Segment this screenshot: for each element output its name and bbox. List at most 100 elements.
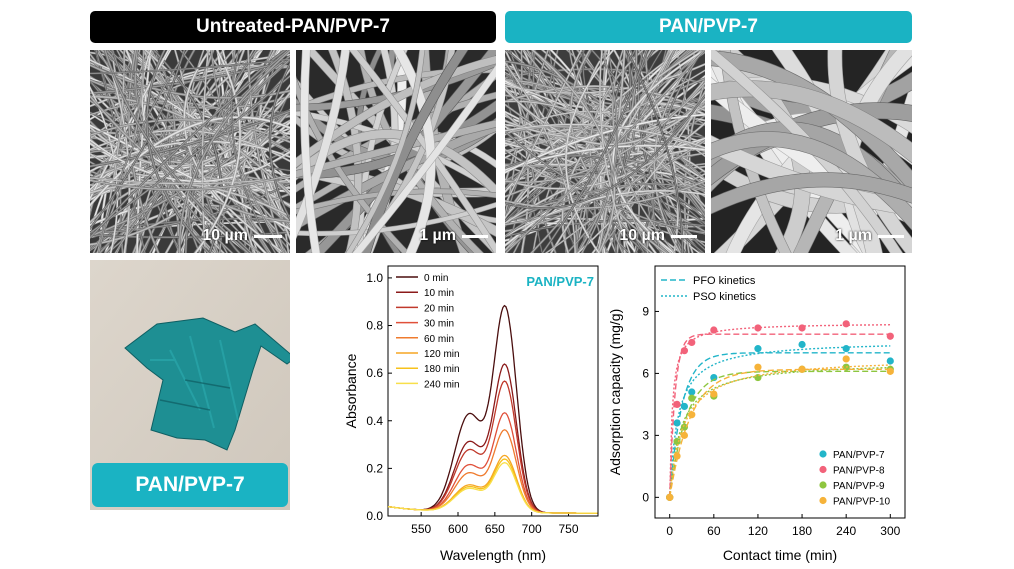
fiber bbox=[210, 50, 285, 253]
y-tick-label: 0.8 bbox=[366, 319, 383, 333]
series-line bbox=[387, 304, 598, 514]
series-line bbox=[387, 462, 598, 514]
fiber bbox=[711, 102, 912, 185]
series-line bbox=[387, 363, 598, 514]
fiber bbox=[612, 50, 705, 253]
fiber bbox=[147, 50, 290, 246]
x-tick-label: 0 bbox=[666, 524, 673, 538]
legend-label: 120 min bbox=[424, 349, 460, 360]
y-tick-label: 0.4 bbox=[366, 414, 383, 428]
data-point bbox=[680, 402, 689, 411]
scale-bar: 10 µm bbox=[202, 227, 282, 245]
fiber bbox=[627, 50, 679, 253]
fiber bbox=[90, 86, 118, 253]
x-tick-label: 240 bbox=[836, 524, 856, 538]
series-line bbox=[387, 458, 598, 514]
fiber bbox=[106, 50, 171, 253]
pfo-fit-line bbox=[669, 370, 891, 498]
fiber bbox=[625, 50, 684, 253]
legend-label: 240 min bbox=[424, 379, 460, 390]
y-axis-label: Adsorption capacity (mg/g) bbox=[607, 309, 623, 476]
fiber bbox=[828, 50, 912, 253]
scale-bar: 10 µm bbox=[619, 227, 697, 245]
fiber bbox=[135, 50, 233, 253]
legend-marker bbox=[819, 465, 827, 474]
y-tick-label: 3 bbox=[642, 428, 649, 442]
fiber bbox=[393, 50, 436, 253]
fiber bbox=[90, 140, 290, 173]
pso-fit-line bbox=[669, 366, 891, 498]
x-axis-label: Wavelength (nm) bbox=[440, 547, 546, 563]
fiber bbox=[90, 110, 290, 168]
pfo-fit-line bbox=[669, 352, 891, 498]
fiber bbox=[296, 202, 496, 236]
banner-treated: PAN/PVP-7 bbox=[505, 11, 912, 43]
fiber bbox=[505, 50, 705, 253]
fiber bbox=[90, 50, 290, 239]
legend-label: 60 min bbox=[424, 334, 454, 345]
fiber bbox=[505, 60, 705, 218]
fiber bbox=[711, 80, 912, 163]
legend-label: 0 min bbox=[424, 273, 448, 284]
data-point bbox=[754, 345, 762, 353]
series-line bbox=[387, 454, 598, 514]
photo-label: PAN/PVP-7 bbox=[92, 463, 288, 507]
fiber bbox=[505, 69, 705, 152]
fiber bbox=[90, 50, 185, 230]
data-point bbox=[710, 390, 718, 398]
legend-label: 20 min bbox=[424, 303, 454, 314]
plot-frame bbox=[387, 265, 599, 517]
fiber bbox=[505, 124, 705, 149]
fiber bbox=[505, 190, 705, 238]
x-tick-label: 550 bbox=[411, 522, 431, 536]
data-point bbox=[688, 411, 696, 419]
fiber bbox=[523, 50, 649, 253]
fiber bbox=[187, 55, 290, 253]
fiber bbox=[269, 62, 290, 221]
scale-bar: 1 µm bbox=[419, 227, 488, 245]
sem-image-treated-low-mag: 10 µm bbox=[505, 50, 705, 253]
legend-label: PAN/PVP-7 bbox=[833, 450, 885, 461]
legend-label: PAN/PVP-10 bbox=[833, 497, 890, 508]
legend-marker bbox=[819, 481, 827, 489]
y-tick-label: 6 bbox=[642, 366, 649, 380]
x-tick-label: 650 bbox=[485, 522, 505, 536]
fiber bbox=[247, 50, 285, 253]
y-tick-label: 0.6 bbox=[366, 366, 383, 380]
y-tick-label: 0.0 bbox=[366, 509, 383, 523]
data-point bbox=[754, 363, 762, 371]
fiber bbox=[505, 94, 705, 209]
fiber bbox=[114, 59, 290, 253]
data-point bbox=[754, 373, 762, 382]
data-point bbox=[842, 345, 850, 353]
data-point bbox=[688, 388, 696, 396]
fiber bbox=[300, 50, 320, 253]
sem-image-untreated-high-mag: 1 µm bbox=[296, 50, 496, 253]
data-point bbox=[798, 324, 806, 332]
fiber bbox=[711, 172, 912, 214]
fiber bbox=[565, 50, 614, 253]
data-point bbox=[842, 320, 850, 328]
fiber bbox=[90, 130, 290, 162]
fiber bbox=[194, 50, 241, 253]
x-tick-label: 180 bbox=[792, 524, 812, 538]
fiber bbox=[90, 50, 170, 200]
pso-fit-line bbox=[669, 324, 891, 498]
fiber bbox=[97, 50, 261, 253]
data-point bbox=[688, 338, 696, 347]
legend-label: PAN/PVP-9 bbox=[833, 481, 885, 492]
pso-fit-line bbox=[669, 364, 891, 498]
data-point bbox=[680, 431, 689, 439]
y-tick-label: 0 bbox=[642, 490, 649, 504]
data-point bbox=[754, 324, 762, 332]
legend-label: 10 min bbox=[424, 288, 454, 299]
sem-image-treated-high-mag: 1 µm bbox=[711, 50, 912, 253]
pso-fit-line bbox=[669, 345, 891, 498]
data-point bbox=[798, 340, 806, 349]
fiber bbox=[612, 50, 676, 253]
plot-frame bbox=[654, 265, 906, 519]
x-tick-label: 600 bbox=[448, 522, 468, 536]
data-point bbox=[673, 437, 681, 446]
fiber bbox=[541, 50, 648, 253]
pfo-fit-line bbox=[669, 368, 891, 498]
